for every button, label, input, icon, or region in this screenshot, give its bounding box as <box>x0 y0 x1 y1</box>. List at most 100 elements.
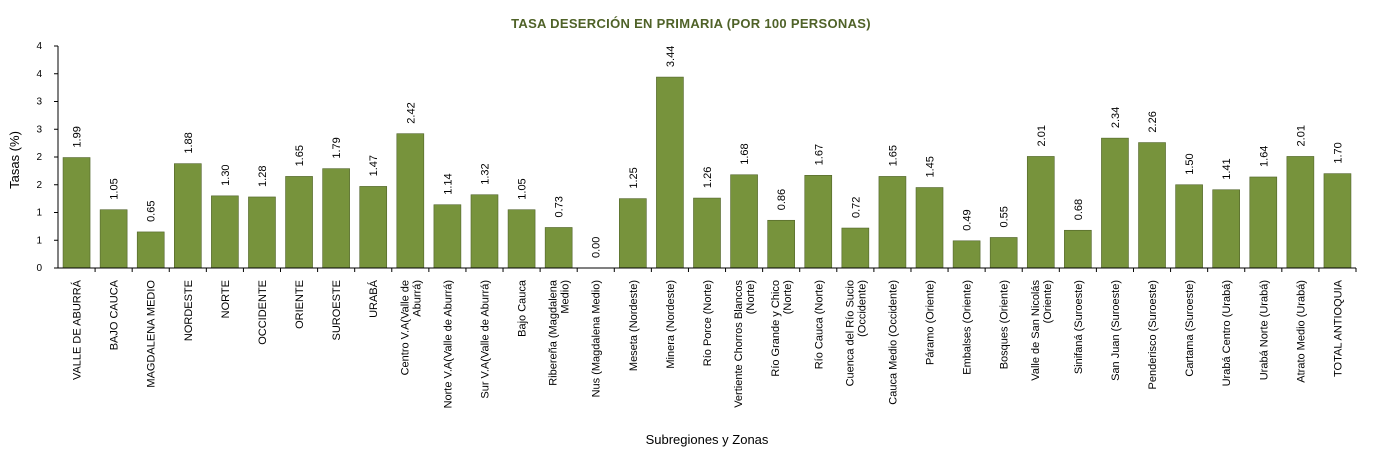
data-label: 1.05 <box>517 178 529 199</box>
category-label: Urabá Centro (Urabá) <box>1221 280 1233 386</box>
category-label: Río Porce (Norte) <box>702 280 714 366</box>
category-label: VALLE DE ABURRÁ <box>71 279 84 380</box>
bar <box>1026 156 1055 269</box>
category-label: Vertiente Chorros Blancos <box>733 280 745 408</box>
y-tick-label: 3 <box>36 124 42 135</box>
category-label: Bosques (Oriente) <box>999 280 1011 369</box>
bar <box>878 176 907 269</box>
data-label: 0.55 <box>999 206 1011 227</box>
data-label: 1.05 <box>109 178 121 199</box>
data-label: 1.79 <box>331 137 343 158</box>
bar <box>1323 173 1352 269</box>
y-tick-label: 1 <box>36 208 42 219</box>
category-label: Aburrá) <box>411 280 423 317</box>
category-label: Atrato Medio (Urabá) <box>1295 280 1307 383</box>
data-label: 1.68 <box>739 143 751 164</box>
category-label: (Oriente) <box>1042 280 1054 323</box>
data-label: 1.28 <box>257 166 269 187</box>
category-label: Ribereña (Magdalena <box>548 279 560 386</box>
y-axis: 0 1 1 2 2 3 3 4 4 <box>36 41 59 274</box>
bar <box>136 231 165 269</box>
data-label: 1.65 <box>294 145 306 166</box>
category-label: Embalses (Oriente) <box>962 280 974 375</box>
x-axis-title: Subregiones y Zonas <box>646 432 769 447</box>
category-label: OCCIDENTE <box>257 280 269 345</box>
data-label: 0.86 <box>776 189 788 210</box>
category-label: San Juan (Suroeste) <box>1110 280 1122 381</box>
bar <box>62 157 91 269</box>
data-label: 0.73 <box>554 196 566 217</box>
category-label: MAGDALENA MEDIO <box>146 280 158 388</box>
category-label: Penderisco (Suroeste) <box>1147 280 1159 389</box>
data-label: 1.14 <box>442 173 454 194</box>
category-label: SUROESTE <box>331 280 343 341</box>
category-label: Norte V.A(Valle de Aburrá) <box>442 280 454 408</box>
bar <box>693 197 721 269</box>
bar <box>396 133 425 269</box>
category-label: TOTAL ANTIOQUIA <box>1332 279 1344 377</box>
x-axis <box>58 267 1357 272</box>
y-tick-label: 2 <box>36 152 42 163</box>
bar <box>619 198 647 269</box>
data-label: 0.65 <box>146 201 158 222</box>
bar <box>989 237 1018 269</box>
data-label: 1.32 <box>479 163 491 184</box>
data-label: 1.45 <box>925 156 937 177</box>
category-label: Cuenca del Río Sucio <box>844 280 856 386</box>
category-label: Sinifaná (Suroeste) <box>1073 280 1085 374</box>
data-label: 1.88 <box>183 132 195 153</box>
category-label: (Norte) <box>782 280 794 314</box>
data-label: 2.34 <box>1110 107 1122 128</box>
bar <box>359 186 388 269</box>
bar <box>767 219 795 269</box>
y-axis-title: Tasas (%) <box>7 131 22 189</box>
data-label: 1.30 <box>220 164 232 185</box>
data-label: 2.01 <box>1295 125 1307 146</box>
category-label: (Norte) <box>745 280 757 314</box>
data-label: 1.64 <box>1258 146 1270 167</box>
category-label: Centro V.A(Valle de <box>399 280 411 375</box>
data-label: 1.50 <box>1184 153 1196 174</box>
data-label: 1.65 <box>887 145 899 166</box>
category-label: URABÁ <box>367 279 380 318</box>
data-label: 1.47 <box>368 155 380 176</box>
data-label: 1.41 <box>1221 158 1233 179</box>
bar <box>1138 142 1166 269</box>
bar <box>1249 176 1278 269</box>
bar <box>656 76 684 269</box>
y-tick-label: 0 <box>36 263 42 274</box>
category-label: Bajo Cauca <box>517 279 529 337</box>
y-tick-label: 4 <box>36 41 42 52</box>
bar <box>544 227 573 269</box>
y-tick-label: 1 <box>36 235 42 246</box>
category-label: Cartama (Suroeste) <box>1184 280 1196 377</box>
y-tick-label: 2 <box>36 180 42 191</box>
data-label: 1.26 <box>702 167 714 188</box>
category-labels-group: VALLE DE ABURRÁ BAJO CAUCA MAGDALENA MEDIO… <box>71 279 1345 408</box>
bar <box>1064 229 1092 269</box>
y-tick-label: 3 <box>36 97 42 108</box>
bar <box>99 209 128 269</box>
category-label: Minera (Nordeste) <box>665 280 677 369</box>
bar <box>915 187 944 269</box>
data-label: 2.42 <box>405 102 417 123</box>
bar <box>841 227 870 269</box>
data-label: 0.00 <box>591 237 603 258</box>
data-label: 3.44 <box>665 46 677 67</box>
category-label: Meseta (Nordeste) <box>628 280 640 371</box>
data-label: 1.99 <box>72 126 84 147</box>
chart-title: TASA DESERCIÓN EN PRIMARIA (POR 100 PERS… <box>511 16 871 31</box>
data-label: 0.68 <box>1073 199 1085 220</box>
data-label: 0.72 <box>850 197 862 218</box>
data-label: 1.25 <box>628 167 640 188</box>
bar <box>1101 137 1129 269</box>
bar <box>433 204 462 269</box>
category-label: (Occidente) <box>856 280 868 337</box>
category-label: ORIENTE <box>294 280 306 329</box>
category-label: Urabá Norte (Urabá) <box>1258 280 1270 380</box>
data-label: 1.70 <box>1332 142 1344 163</box>
category-label: Valle de San Nicolás <box>1030 280 1042 381</box>
category-label: Nus (Magdalena Medio) <box>591 280 603 397</box>
category-label: NORTE <box>220 280 232 318</box>
